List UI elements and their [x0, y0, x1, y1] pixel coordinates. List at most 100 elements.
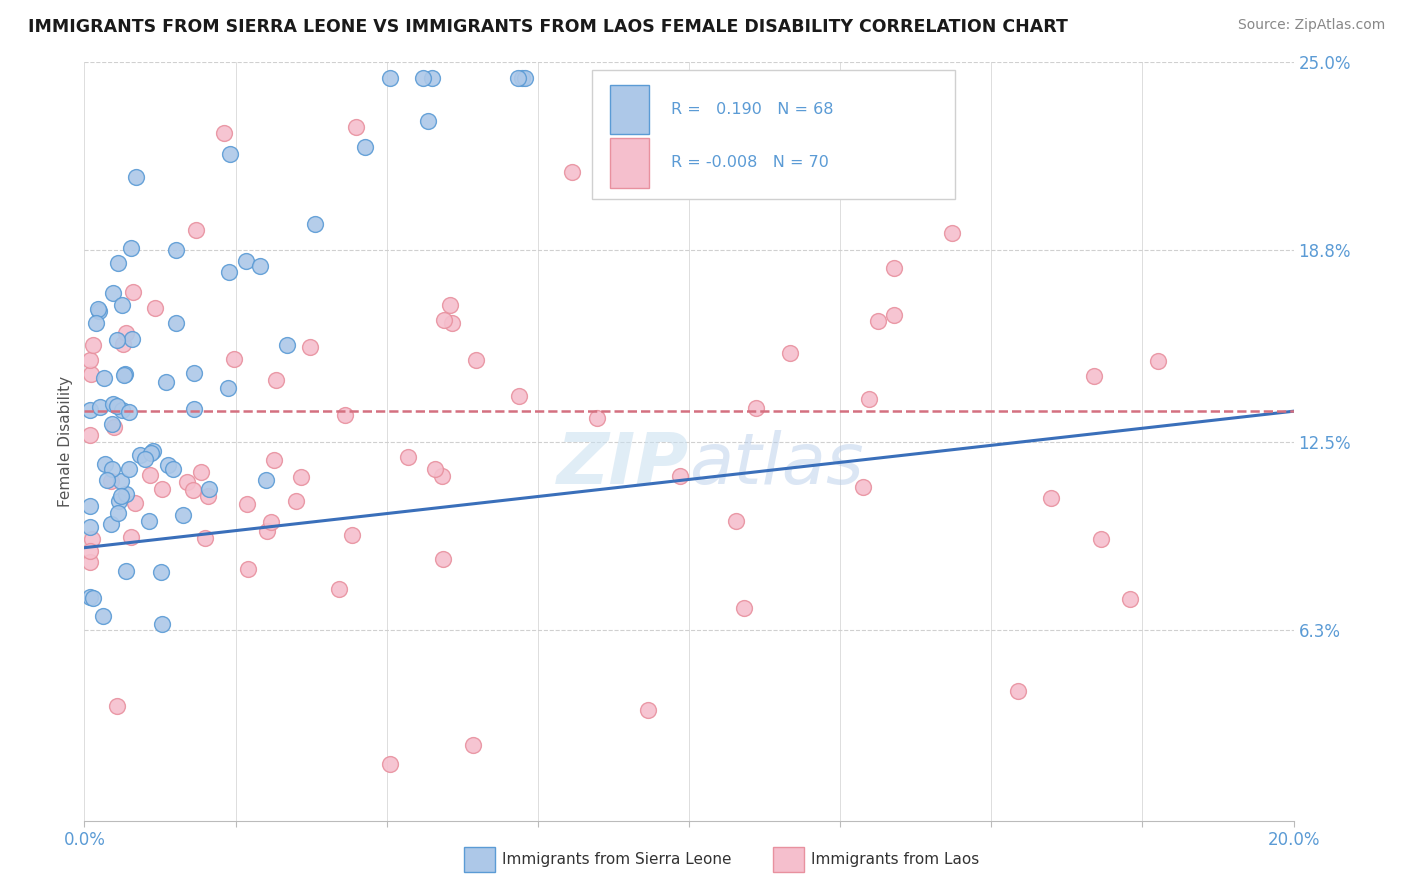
Point [183, 402, 205, 417]
Point [79, 353, 101, 368]
Point [183, 366, 205, 380]
Point [120, 241, 142, 255]
Point [378, 70, 401, 85]
Text: R = -0.008   N = 70: R = -0.008 N = 70 [671, 155, 828, 170]
Point [218, 265, 240, 279]
Point [118, 461, 141, 475]
Point [150, 565, 173, 579]
Point [1118, 591, 1140, 606]
Point [440, 316, 463, 330]
Text: ZIP: ZIP [557, 430, 689, 499]
Point [464, 353, 486, 368]
Point [194, 531, 217, 545]
Point [80, 367, 103, 381]
Point [1147, 353, 1170, 368]
Point [162, 462, 184, 476]
Point [218, 147, 240, 161]
Point [111, 337, 134, 351]
Point [506, 70, 529, 85]
Text: IMMIGRANTS FROM SIERRA LEONE VS IMMIGRANTS FROM LAOS FEMALE DISABILITY CORRELATI: IMMIGRANTS FROM SIERRA LEONE VS IMMIGRAN… [28, 18, 1069, 36]
Point [87, 301, 110, 316]
Point [125, 170, 148, 185]
Point [101, 462, 124, 476]
Point [79, 543, 101, 558]
Point [222, 351, 245, 366]
Point [422, 70, 444, 85]
Point [79, 555, 101, 569]
Y-axis label: Female Disability: Female Disability [58, 376, 73, 508]
Point [184, 223, 207, 237]
Point [128, 448, 150, 462]
Point [779, 346, 801, 360]
Point [425, 462, 447, 476]
Point [79, 590, 101, 604]
Text: Source: ZipAtlas.com: Source: ZipAtlas.com [1237, 18, 1385, 32]
Point [105, 333, 128, 347]
Point [145, 301, 167, 315]
Point [91, 609, 114, 624]
Point [433, 313, 456, 327]
FancyBboxPatch shape [610, 85, 650, 135]
Point [181, 483, 204, 497]
Point [108, 494, 131, 508]
Point [96, 473, 118, 487]
Point [513, 70, 536, 85]
Point [112, 368, 135, 382]
Point [430, 468, 453, 483]
Point [94, 457, 117, 471]
Point [120, 530, 142, 544]
Point [82, 337, 104, 351]
Point [883, 308, 905, 322]
Point [432, 552, 454, 566]
Point [858, 392, 880, 407]
Point [637, 702, 659, 716]
Point [236, 497, 259, 511]
Point [110, 474, 132, 488]
Point [118, 404, 141, 418]
Point [212, 126, 235, 140]
Point [79, 427, 101, 442]
Point [463, 738, 485, 752]
Point [115, 486, 138, 500]
Point [217, 381, 239, 395]
Point [87, 303, 110, 318]
Point [328, 582, 350, 597]
Point [744, 401, 766, 415]
Point [79, 499, 101, 513]
Point [139, 467, 162, 482]
Point [142, 443, 165, 458]
Point [165, 316, 187, 330]
Point [276, 338, 298, 352]
Point [107, 255, 129, 269]
Point [344, 120, 367, 135]
Point [264, 373, 287, 387]
Point [105, 699, 128, 714]
Point [121, 332, 143, 346]
Point [335, 408, 357, 422]
Point [114, 367, 136, 381]
Point [100, 516, 122, 531]
Point [110, 403, 132, 417]
Point [190, 465, 212, 479]
Point [100, 474, 122, 488]
Point [138, 514, 160, 528]
Point [105, 399, 128, 413]
Point [101, 397, 124, 411]
Point [89, 400, 111, 414]
Point [733, 601, 755, 615]
Text: Immigrants from Laos: Immigrants from Laos [811, 853, 980, 867]
Point [80, 532, 103, 546]
Point [340, 528, 363, 542]
Point [235, 254, 257, 268]
Point [134, 452, 156, 467]
Point [121, 285, 143, 299]
Point [378, 757, 401, 772]
Point [197, 482, 219, 496]
Point [254, 473, 277, 487]
Point [1040, 491, 1063, 506]
Point [290, 470, 312, 484]
Text: atlas: atlas [689, 430, 863, 499]
Point [176, 475, 198, 490]
Point [724, 514, 747, 528]
Point [86, 316, 108, 330]
